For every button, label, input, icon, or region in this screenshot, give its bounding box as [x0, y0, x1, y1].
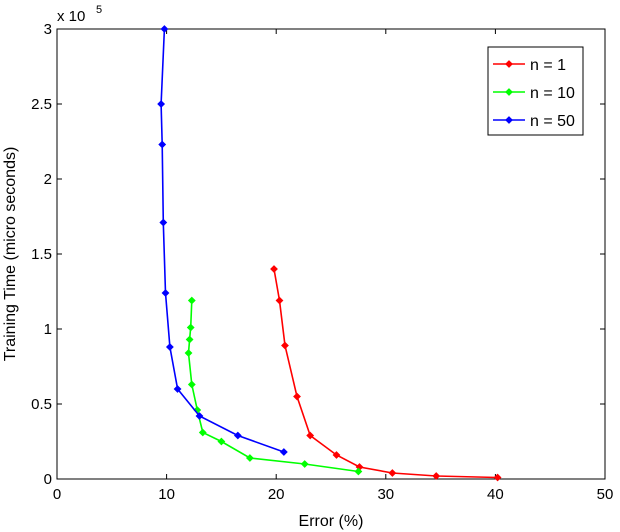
legend-swatch-marker	[505, 60, 513, 68]
data-point	[187, 296, 196, 305]
y-tick-label: 1.5	[31, 246, 52, 263]
data-point	[388, 469, 397, 477]
legend-swatch-marker	[505, 116, 513, 124]
data-point	[187, 380, 196, 389]
data-point	[270, 265, 278, 273]
legend-item: n = 1	[493, 57, 566, 74]
data-point	[275, 296, 284, 305]
legend-items: n = 1 n = 10 n = 50	[493, 57, 575, 130]
series-1	[270, 265, 502, 482]
legend-swatch-marker	[505, 88, 513, 96]
data-point	[293, 392, 301, 401]
x-tick-label: 50	[597, 486, 614, 503]
data-point	[432, 472, 441, 480]
legend: n = 1 n = 10 n = 50	[487, 46, 584, 136]
y-tick-label: 0.5	[31, 396, 52, 413]
data-point	[157, 100, 166, 108]
x-tick-label: 0	[53, 486, 61, 503]
y-tick-label: 1	[44, 321, 52, 338]
x-tick-label: 10	[158, 486, 175, 503]
y-axis-label: Training Time (micro seconds)	[2, 147, 19, 362]
data-point	[217, 437, 226, 446]
data-point	[160, 25, 169, 33]
data-point	[198, 428, 207, 437]
legend-item: n = 10	[493, 85, 575, 102]
data-point	[245, 454, 254, 462]
y-multiplier-exponent: 5	[96, 4, 102, 16]
series-line	[273, 268, 498, 479]
legend-label: n = 1	[530, 57, 566, 74]
data-point	[185, 335, 194, 344]
data-point	[165, 343, 174, 351]
data-point	[354, 467, 363, 476]
data-point	[186, 323, 195, 332]
y-tick-label: 2.5	[31, 96, 52, 113]
legend-item: n = 50	[493, 113, 575, 130]
y-tick-label: 2	[44, 171, 52, 188]
x-tick-label: 30	[377, 486, 394, 503]
data-point	[493, 473, 502, 482]
data-point	[300, 460, 309, 468]
series-layer	[157, 25, 502, 482]
x-tick-label: 40	[487, 486, 504, 503]
y-tick-label: 3	[44, 21, 52, 38]
legend-label: n = 10	[530, 85, 575, 102]
axis-ticks: 0 10 20 30 40 50 0 0.5 1 1.5 2 2.5 3	[31, 21, 613, 503]
y-tick-label: 0	[44, 471, 52, 488]
data-point	[279, 448, 288, 456]
data-point	[281, 341, 289, 350]
series-2	[184, 296, 363, 476]
data-point	[195, 412, 204, 420]
x-axis-label: Error (%)	[299, 513, 364, 530]
data-point	[184, 349, 193, 357]
data-point	[233, 431, 242, 440]
legend-label: n = 50	[530, 113, 575, 130]
y-multiplier-label: x 10	[57, 8, 85, 25]
x-tick-label: 20	[268, 486, 285, 503]
data-point	[158, 140, 167, 149]
data-point	[161, 289, 170, 297]
data-point	[173, 385, 182, 393]
data-point	[159, 218, 168, 227]
series-3	[157, 25, 288, 456]
series-line	[160, 28, 285, 453]
data-point	[332, 451, 341, 459]
data-point	[306, 431, 315, 440]
